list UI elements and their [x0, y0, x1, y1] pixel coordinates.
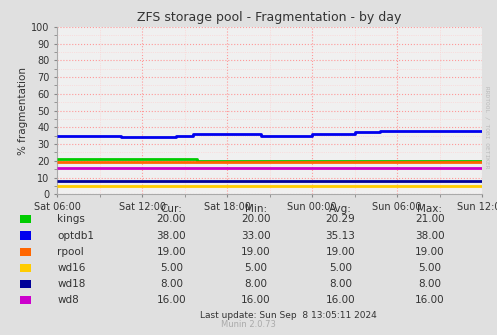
Y-axis label: % fragmentation: % fragmentation: [18, 67, 28, 154]
Text: 35.13: 35.13: [326, 230, 355, 241]
Title: ZFS storage pool - Fragmentation - by day: ZFS storage pool - Fragmentation - by da…: [138, 11, 402, 24]
Text: kings: kings: [57, 214, 85, 224]
Text: 5.00: 5.00: [245, 263, 267, 273]
Text: 8.00: 8.00: [418, 279, 441, 289]
Text: 16.00: 16.00: [241, 295, 271, 305]
Text: 19.00: 19.00: [157, 247, 186, 257]
Text: 33.00: 33.00: [241, 230, 271, 241]
Text: 21.00: 21.00: [415, 214, 445, 224]
Text: wd18: wd18: [57, 279, 85, 289]
Text: 8.00: 8.00: [245, 279, 267, 289]
Text: 5.00: 5.00: [160, 263, 183, 273]
Text: 16.00: 16.00: [326, 295, 355, 305]
Text: Min:: Min:: [245, 204, 267, 214]
Text: Max:: Max:: [417, 204, 442, 214]
Text: 5.00: 5.00: [329, 263, 352, 273]
Text: 20.00: 20.00: [157, 214, 186, 224]
Text: Munin 2.0.73: Munin 2.0.73: [221, 320, 276, 329]
Text: 38.00: 38.00: [415, 230, 445, 241]
Text: RRDTOOL / TOBI OETIKER: RRDTOOL / TOBI OETIKER: [485, 86, 490, 169]
Text: 16.00: 16.00: [415, 295, 445, 305]
Text: Last update: Sun Sep  8 13:05:11 2024: Last update: Sun Sep 8 13:05:11 2024: [200, 311, 377, 320]
Text: Avg:: Avg:: [329, 204, 352, 214]
Text: 20.29: 20.29: [326, 214, 355, 224]
Text: 8.00: 8.00: [329, 279, 352, 289]
Text: 16.00: 16.00: [157, 295, 186, 305]
Text: wd16: wd16: [57, 263, 85, 273]
Text: rpool: rpool: [57, 247, 84, 257]
Text: optdb1: optdb1: [57, 230, 94, 241]
Text: Cur:: Cur:: [161, 204, 182, 214]
Text: wd8: wd8: [57, 295, 79, 305]
Text: 38.00: 38.00: [157, 230, 186, 241]
Text: 5.00: 5.00: [418, 263, 441, 273]
Text: 19.00: 19.00: [241, 247, 271, 257]
Text: 8.00: 8.00: [160, 279, 183, 289]
Text: 19.00: 19.00: [415, 247, 445, 257]
Text: 19.00: 19.00: [326, 247, 355, 257]
Text: 20.00: 20.00: [241, 214, 271, 224]
